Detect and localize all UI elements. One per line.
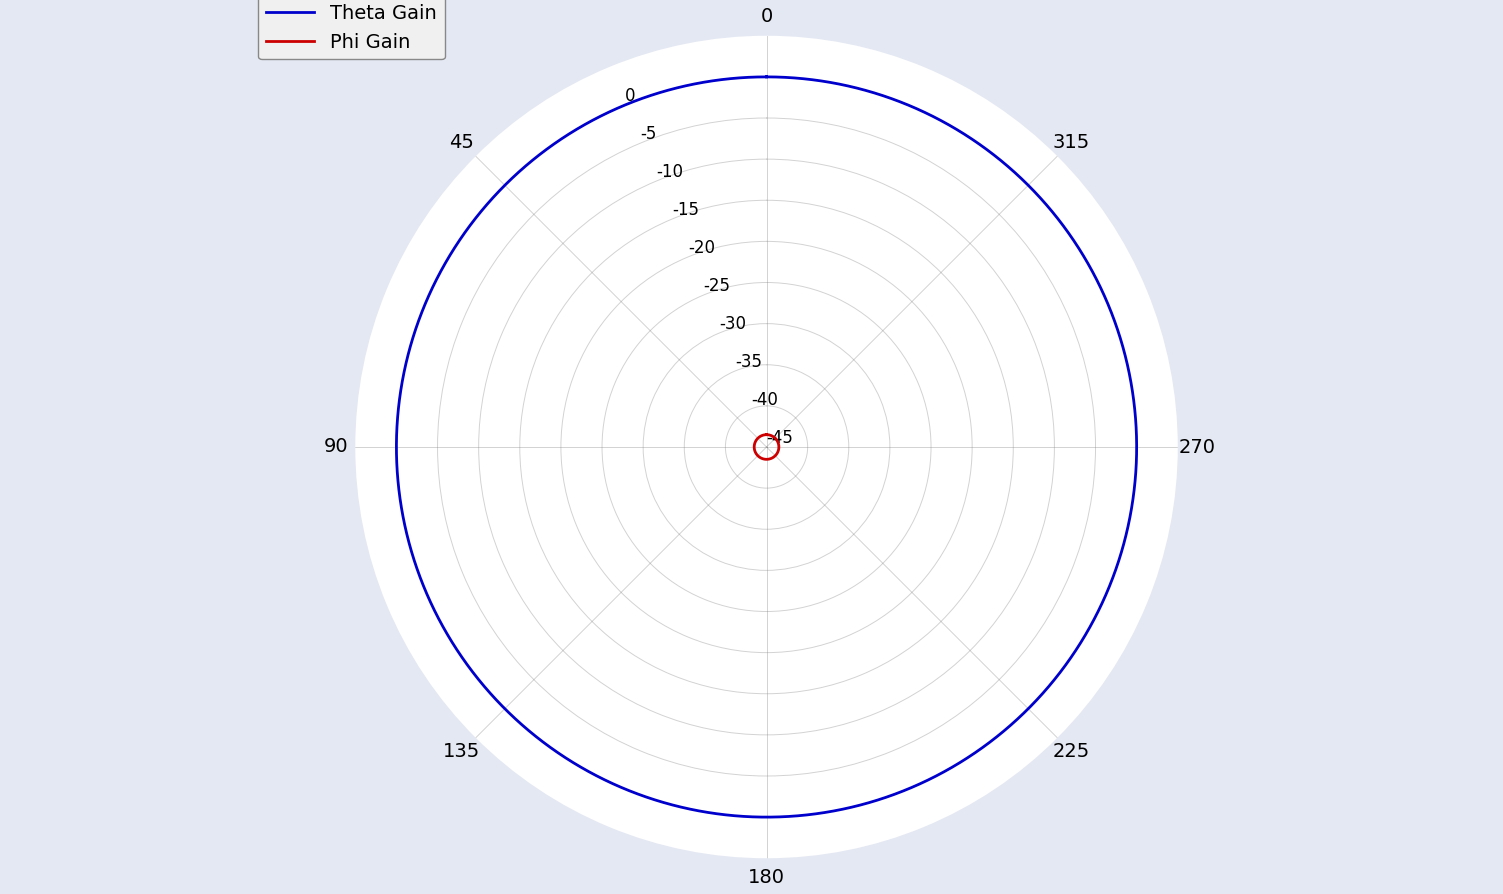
Legend: Theta Gain, Phi Gain: Theta Gain, Phi Gain: [259, 0, 445, 59]
